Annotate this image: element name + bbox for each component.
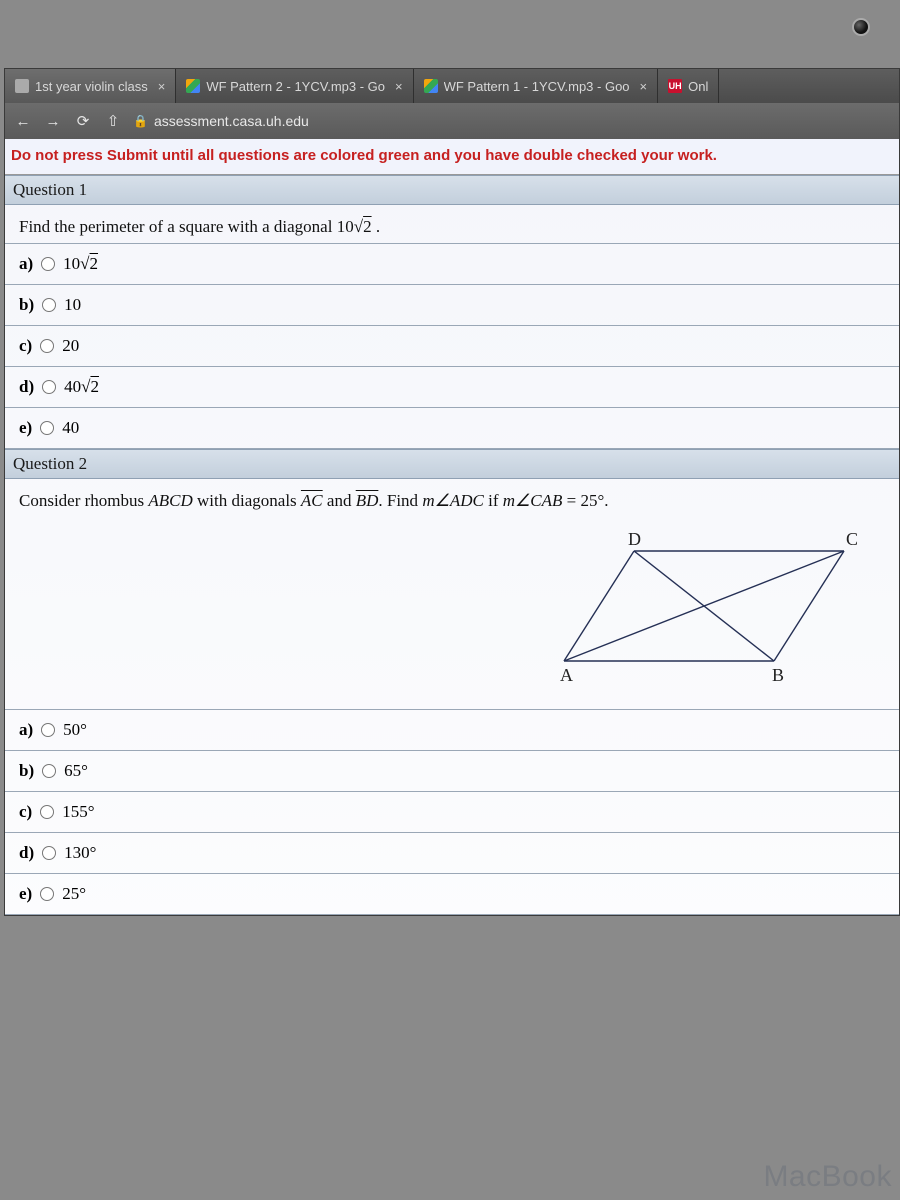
answer-b[interactable]: b) 10: [5, 285, 899, 326]
question2-answers: a) 50° b) 65° c) 155° d) 130° e): [5, 709, 899, 915]
question1-header: Question 1: [5, 175, 899, 205]
drive-icon: [186, 79, 200, 93]
answer-text: 50°: [63, 720, 87, 740]
radio-b[interactable]: [42, 764, 56, 778]
question1-answers: a) 10√2 b) 10 c) 20 d) 40√2 e): [5, 244, 899, 449]
answer-text: 25°: [62, 884, 86, 904]
url-text: assessment.casa.uh.edu: [154, 113, 309, 129]
browser-window: 1st year violin class × WF Pattern 2 - 1…: [4, 68, 900, 916]
nav-bar: ← → ⟳ ⇧ 🔒 assessment.casa.uh.edu: [5, 103, 899, 139]
tab-title: 1st year violin class: [35, 79, 148, 94]
uh-icon: UH: [668, 79, 682, 93]
answer-letter: c): [19, 336, 32, 356]
home-button[interactable]: ⇧: [103, 112, 123, 130]
tab-pattern2[interactable]: WF Pattern 2 - 1YCV.mp3 - Go ×: [176, 69, 413, 103]
prompt-suffix: .: [372, 217, 381, 236]
answer-letter: d): [19, 843, 34, 863]
radio-e[interactable]: [40, 421, 54, 435]
close-icon[interactable]: ×: [640, 79, 648, 94]
tab-title: Onl: [688, 79, 708, 94]
tab-pattern1[interactable]: WF Pattern 1 - 1YCV.mp3 - Goo ×: [414, 69, 659, 103]
radio-a[interactable]: [41, 723, 55, 737]
answer-letter: d): [19, 377, 34, 397]
tab-title: WF Pattern 1 - 1YCV.mp3 - Goo: [444, 79, 630, 94]
radio-d[interactable]: [42, 846, 56, 860]
tab-strip: 1st year violin class × WF Pattern 2 - 1…: [5, 69, 899, 103]
question2-header: Question 2: [5, 449, 899, 479]
camera-dot: [852, 18, 870, 36]
answer-text: 40: [62, 418, 79, 438]
answer-letter: a): [19, 720, 33, 740]
answer-text: 20: [62, 336, 79, 356]
answer-letter: a): [19, 254, 33, 274]
prompt-text: Find the perimeter of a square with a di…: [19, 217, 337, 236]
answer-e[interactable]: e) 40: [5, 408, 899, 449]
drive-icon: [424, 79, 438, 93]
reload-button[interactable]: ⟳: [73, 112, 93, 130]
svg-text:A: A: [560, 665, 573, 685]
answer-c[interactable]: c) 155°: [5, 792, 899, 833]
forward-button[interactable]: →: [43, 113, 63, 130]
answer-text: 155°: [62, 802, 94, 822]
close-icon[interactable]: ×: [395, 79, 403, 94]
prompt-coeff: 10: [337, 217, 354, 236]
rhombus-svg: A B C D: [554, 531, 869, 691]
address-bar[interactable]: 🔒 assessment.casa.uh.edu: [133, 113, 309, 129]
answer-text: 130°: [64, 843, 96, 863]
page-content: Do not press Submit until all questions …: [5, 139, 899, 915]
svg-text:D: D: [628, 531, 641, 549]
answer-b[interactable]: b) 65°: [5, 751, 899, 792]
answer-c[interactable]: c) 20: [5, 326, 899, 367]
doc-icon: [15, 79, 29, 93]
back-button[interactable]: ←: [13, 113, 33, 130]
answer-letter: b): [19, 295, 34, 315]
radio-c[interactable]: [40, 805, 54, 819]
answer-letter: e): [19, 884, 32, 904]
answer-text: 10√2: [63, 254, 98, 274]
prompt-radicand: 2: [363, 217, 372, 236]
answer-e[interactable]: e) 25°: [5, 874, 899, 915]
close-icon[interactable]: ×: [158, 79, 166, 94]
answer-text: 40√2: [64, 377, 99, 397]
radio-d[interactable]: [42, 380, 56, 394]
answer-d[interactable]: d) 40√2: [5, 367, 899, 408]
tab-title: WF Pattern 2 - 1YCV.mp3 - Go: [206, 79, 385, 94]
rhombus-figure: A B C D: [5, 517, 899, 709]
question2-prompt: Consider rhombus ABCD with diagonals AC …: [5, 479, 899, 517]
radio-e[interactable]: [40, 887, 54, 901]
answer-text: 65°: [64, 761, 88, 781]
answer-text: 10: [64, 295, 81, 315]
question1-prompt: Find the perimeter of a square with a di…: [5, 205, 899, 244]
warning-banner: Do not press Submit until all questions …: [5, 139, 899, 175]
tab-violin[interactable]: 1st year violin class ×: [5, 69, 176, 103]
radio-a[interactable]: [41, 257, 55, 271]
answer-a[interactable]: a) 50°: [5, 710, 899, 751]
svg-text:B: B: [772, 665, 784, 685]
answer-d[interactable]: d) 130°: [5, 833, 899, 874]
answer-letter: b): [19, 761, 34, 781]
answer-letter: c): [19, 802, 32, 822]
tab-uh[interactable]: UH Onl: [658, 69, 719, 103]
answer-letter: e): [19, 418, 32, 438]
radio-c[interactable]: [40, 339, 54, 353]
macbook-label: MacBook: [763, 1160, 892, 1194]
svg-text:C: C: [846, 531, 858, 549]
lock-icon: 🔒: [133, 114, 148, 128]
answer-a[interactable]: a) 10√2: [5, 244, 899, 285]
radio-b[interactable]: [42, 298, 56, 312]
